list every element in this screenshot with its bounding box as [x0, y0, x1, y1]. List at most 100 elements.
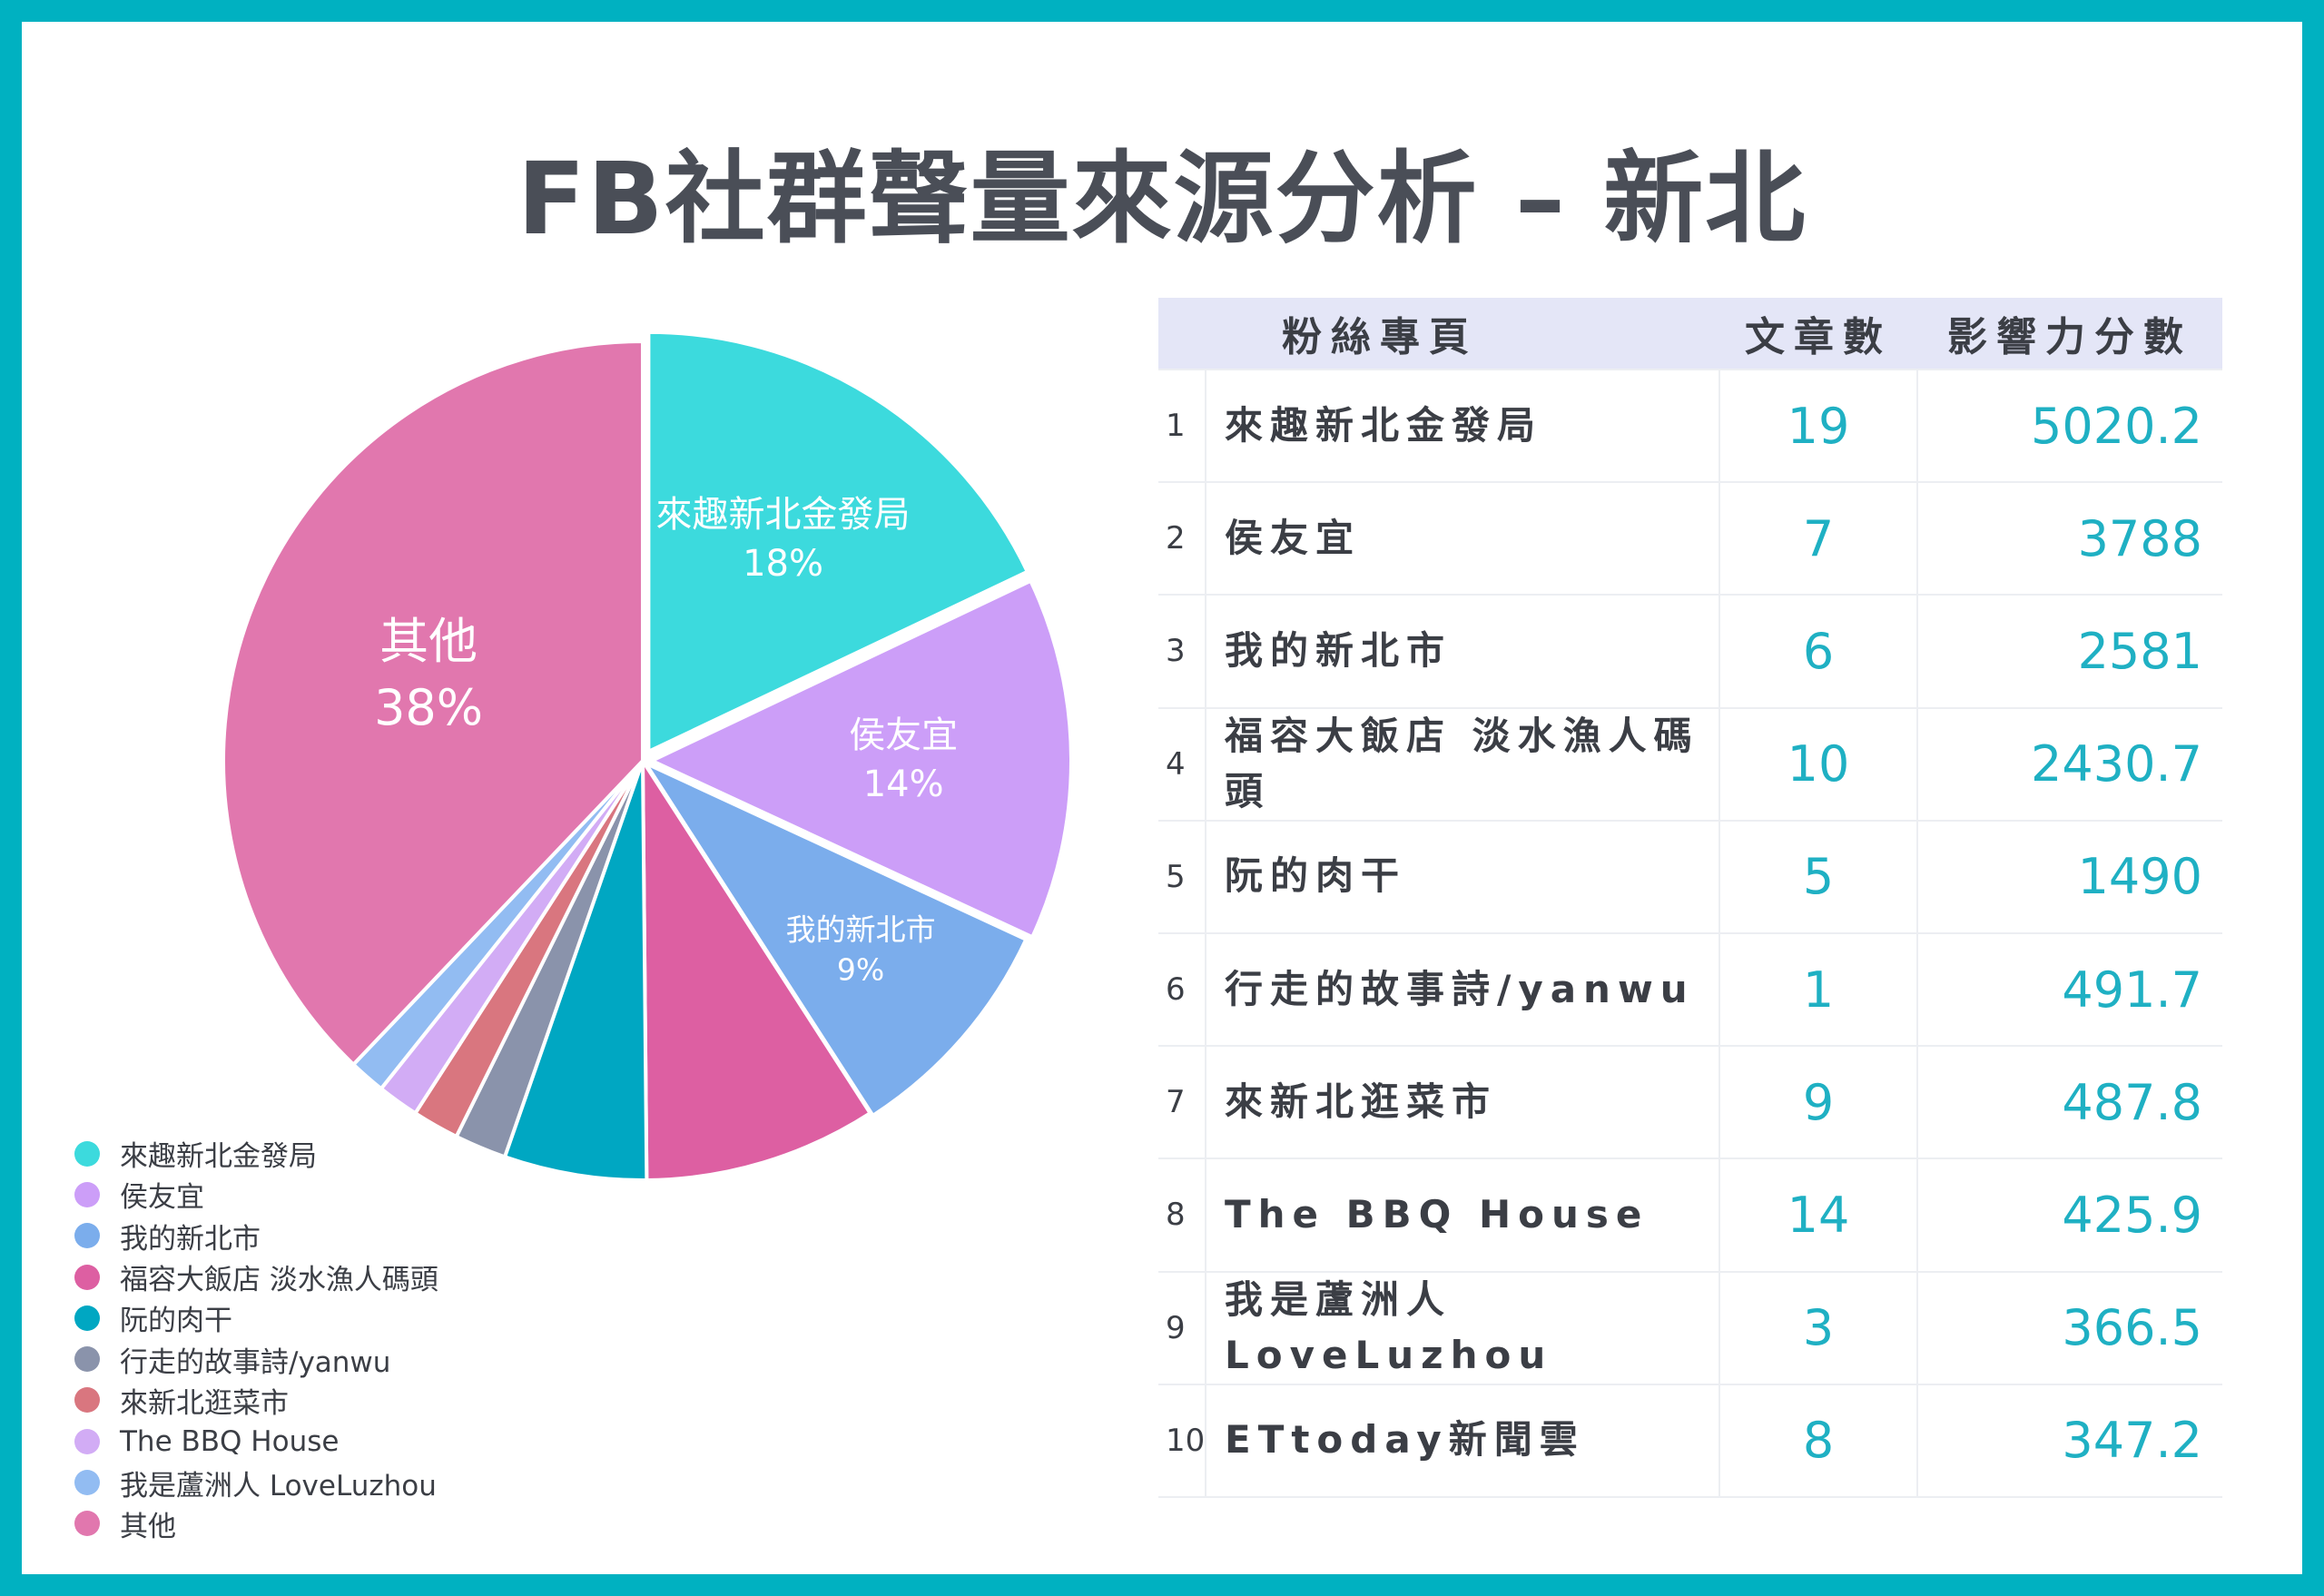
influence-score-cell: 425.9: [1916, 1158, 2222, 1273]
pie-slice: [640, 754, 873, 1182]
pie-slice-label: 來趣新北金發局 18%: [656, 490, 911, 588]
influence-score-cell: 491.7: [1916, 931, 2222, 1048]
legend-item: 我是蘆洲人 LoveLuzhou: [74, 1462, 438, 1502]
slice-percent: 38%: [374, 678, 484, 736]
legend-swatch: [74, 1387, 100, 1414]
header-page: 粉絲專頁: [1206, 298, 1719, 369]
legend-item: 福容大飯店 淡水漁人碼頭: [74, 1256, 438, 1297]
legend-swatch: [74, 1223, 100, 1249]
slice-percent: 14%: [862, 763, 944, 805]
post-count-cell: 7: [1718, 481, 1918, 596]
slide: FB社群聲量來源分析 – 新北 來趣新北金發局 18% 侯友宜 14% 我的新北市 9% 其…: [22, 22, 2302, 1574]
header-influence-score: 影響力分數: [1917, 298, 2222, 369]
table-row: 9 我是蘆洲人 LoveLuzhou 3 366.5: [1158, 1270, 2222, 1385]
legend-item: 阮的肉干: [74, 1297, 438, 1338]
legend-swatch: [74, 1305, 100, 1331]
table-row: 4 福容大飯店 淡水漁人碼頭 10 2430.7: [1158, 706, 2222, 822]
table-row: 1 來趣新北金發局 19 5020.2: [1158, 368, 2222, 484]
legend-label: 來趣新北金發局: [120, 1140, 317, 1174]
table-header-row: 粉絲專頁 文章數 影響力分數: [1158, 298, 2222, 369]
table-row: 8 The BBQ House 14 425.9: [1158, 1158, 2222, 1273]
post-count-cell: 8: [1718, 1383, 1918, 1498]
table-row: 10 ETtoday新聞雲 8 347.2: [1158, 1383, 2222, 1498]
pie-slice-label: 侯友宜 14%: [849, 711, 958, 809]
rank-cell: 3: [1158, 594, 1206, 709]
table-row: 7 來新北逛菜市 9 487.8: [1158, 1045, 2222, 1160]
legend-label: 其他: [120, 1510, 176, 1543]
legend-item: 侯友宜: [74, 1174, 438, 1215]
influence-score-cell: 1490: [1916, 819, 2222, 934]
page-name-cell: 阮的肉干: [1205, 819, 1720, 934]
page-name-cell: 來趣新北金發局: [1205, 368, 1720, 484]
influence-score-cell: 347.2: [1916, 1383, 2222, 1498]
influence-score-cell: 5020.2: [1916, 368, 2222, 484]
legend-item: 來趣新北金發局: [74, 1133, 438, 1174]
pie-slice: [640, 758, 1029, 1118]
page-name-cell: 侯友宜: [1205, 481, 1720, 596]
post-count-cell: 1: [1718, 931, 1918, 1048]
legend-label: 我的新北市: [120, 1222, 261, 1256]
legend-swatch: [74, 1470, 100, 1496]
table-row: 3 我的新北市 6 2581: [1158, 594, 2222, 709]
slice-name: 來趣新北金發局: [655, 493, 911, 536]
slice-name: 侯友宜: [849, 714, 959, 756]
legend-swatch: [74, 1346, 100, 1373]
page-name-cell: 我是蘆洲人 LoveLuzhou: [1205, 1270, 1720, 1385]
legend-label: 來新北逛菜市: [120, 1386, 289, 1420]
legend-item: The BBQ House: [74, 1421, 438, 1462]
rank-cell: 2: [1158, 481, 1206, 596]
post-count-cell: 5: [1718, 819, 1918, 934]
legend-label: 侯友宜: [120, 1181, 204, 1215]
rank-cell: 8: [1158, 1158, 1206, 1273]
table-row: 2 侯友宜 7 3788: [1158, 481, 2222, 596]
legend-label: 我是蘆洲人 LoveLuzhou: [120, 1469, 437, 1502]
pie-slice: [646, 330, 1030, 755]
pie-slice-label: 我的新北市 9%: [786, 910, 936, 990]
page-name-cell: ETtoday新聞雲: [1205, 1383, 1720, 1498]
pie-slice-label: 其他 38%: [374, 609, 483, 742]
legend-label: 阮的肉干: [120, 1305, 232, 1338]
table-row: 5 阮的肉干 5 1490: [1158, 819, 2222, 934]
post-count-cell: 14: [1718, 1158, 1918, 1273]
header-post-count: 文章數: [1719, 298, 1917, 369]
influence-score-cell: 2581: [1916, 594, 2222, 709]
page-name-cell: 我的新北市: [1205, 594, 1720, 709]
rank-cell: 10: [1158, 1383, 1206, 1498]
pie-chart: [221, 330, 1073, 1182]
influence-score-cell: 2430.7: [1916, 706, 2222, 822]
legend-item: 來新北逛菜市: [74, 1380, 438, 1421]
post-count-cell: 6: [1718, 594, 1918, 709]
post-count-cell: 9: [1718, 1045, 1918, 1160]
legend-swatch: [74, 1428, 100, 1454]
rank-cell: 9: [1158, 1270, 1206, 1385]
header-rank: [1158, 298, 1206, 369]
legend-label: 福容大飯店 淡水漁人碼頭: [120, 1264, 438, 1297]
legend-item: 其他: [74, 1503, 438, 1544]
page-name-cell: 福容大飯店 淡水漁人碼頭: [1205, 706, 1720, 822]
page-name-cell: The BBQ House: [1205, 1158, 1720, 1273]
ranking-table: 粉絲專頁 文章數 影響力分數 1 來趣新北金發局 19 5020.2 2 侯友宜 7 3788…: [1158, 298, 2222, 1498]
post-count-cell: 3: [1718, 1270, 1918, 1385]
influence-score-cell: 487.8: [1916, 1045, 2222, 1160]
rank-cell: 5: [1158, 819, 1206, 934]
slice-name: 其他: [379, 612, 478, 670]
pie-slice: [647, 578, 1073, 940]
rank-cell: 1: [1158, 368, 1206, 484]
legend-item: 我的新北市: [74, 1216, 438, 1256]
rank-cell: 6: [1158, 931, 1206, 1048]
legend-swatch: [74, 1511, 100, 1537]
slice-percent: 9%: [836, 951, 885, 988]
legend-item: 行走的故事詩/yanwu: [74, 1338, 438, 1379]
legend-label: The BBQ House: [120, 1424, 340, 1458]
post-count-cell: 19: [1718, 368, 1918, 484]
table-row: 6 行走的故事詩/yanwu 1 491.7: [1158, 931, 2222, 1048]
legend-swatch: [74, 1264, 100, 1290]
rank-cell: 7: [1158, 1045, 1206, 1160]
pie-slice: [221, 339, 645, 1068]
pie-slice: [502, 760, 649, 1182]
page-name-cell: 行走的故事詩/yanwu: [1205, 931, 1720, 1048]
rank-cell: 4: [1158, 706, 1206, 822]
legend-swatch: [74, 1181, 100, 1207]
influence-score-cell: 366.5: [1916, 1270, 2222, 1385]
legend-label: 行走的故事詩/yanwu: [120, 1345, 391, 1379]
